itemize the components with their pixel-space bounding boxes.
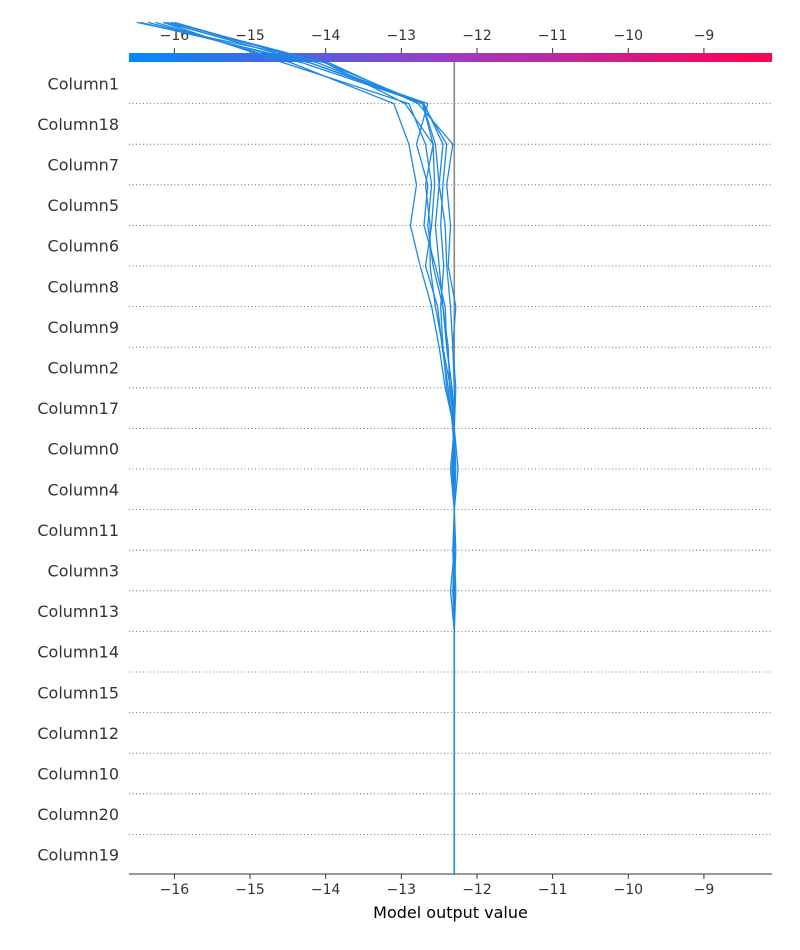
grid-lines (129, 103, 772, 835)
bottom-tick-label: −11 (538, 882, 568, 898)
bottom-axis-ticks: −16 −15 −14 −13 −12 −11 −10 −9 (160, 874, 715, 898)
feature-label: Column7 (48, 156, 119, 175)
decision-line (155, 21, 457, 875)
feature-label: Column0 (48, 440, 119, 459)
bottom-tick-label: −13 (387, 882, 417, 898)
feature-label: Column13 (37, 602, 119, 621)
feature-label: Column6 (48, 237, 119, 256)
decision-line (147, 21, 455, 875)
feature-label: Column17 (37, 399, 119, 418)
feature-label: Column12 (37, 724, 119, 743)
decision-line (162, 21, 457, 875)
decision-line (174, 21, 455, 875)
top-tick-label: −14 (311, 28, 341, 44)
decision-line (166, 21, 457, 875)
top-tick-label: −9 (694, 28, 715, 44)
feature-label: Column10 (37, 765, 119, 784)
feature-label: Column8 (48, 277, 119, 296)
top-tick-label: −13 (387, 28, 417, 44)
bottom-tick-label: −14 (311, 882, 341, 898)
feature-label: Column19 (37, 846, 119, 865)
feature-label: Column18 (37, 115, 119, 134)
feature-label: Column3 (48, 562, 119, 581)
feature-label: Column11 (37, 521, 119, 540)
top-tick-label: −12 (462, 28, 492, 44)
decision-line (162, 21, 455, 875)
decision-line (136, 21, 457, 875)
feature-labels: Column1 Column18 Column7 Column5 Column6 Colu… (37, 74, 119, 864)
top-axis-ticks: −16 −15 −14 −13 −12 −11 −10 −9 (160, 28, 715, 53)
bottom-tick-label: −12 (462, 882, 492, 898)
top-tick-label: −15 (235, 28, 265, 44)
top-tick-label: −11 (538, 28, 568, 44)
bottom-tick-label: −10 (613, 882, 643, 898)
feature-label: Column2 (48, 359, 119, 378)
decision-line (170, 21, 455, 875)
top-tick-label: −10 (613, 28, 643, 44)
colorbar (129, 53, 772, 62)
feature-label: Column1 (48, 74, 119, 93)
bottom-tick-label: −9 (694, 882, 715, 898)
bottom-tick-label: −16 (160, 882, 190, 898)
feature-label: Column9 (48, 318, 119, 337)
x-axis-title: Model output value (373, 903, 528, 922)
feature-label: Column15 (37, 683, 119, 702)
feature-label: Column20 (37, 805, 119, 824)
feature-label: Column5 (48, 196, 119, 215)
feature-label: Column4 (48, 480, 119, 499)
bottom-tick-label: −15 (235, 882, 265, 898)
decision-lines (136, 21, 459, 875)
feature-label: Column14 (37, 643, 119, 662)
